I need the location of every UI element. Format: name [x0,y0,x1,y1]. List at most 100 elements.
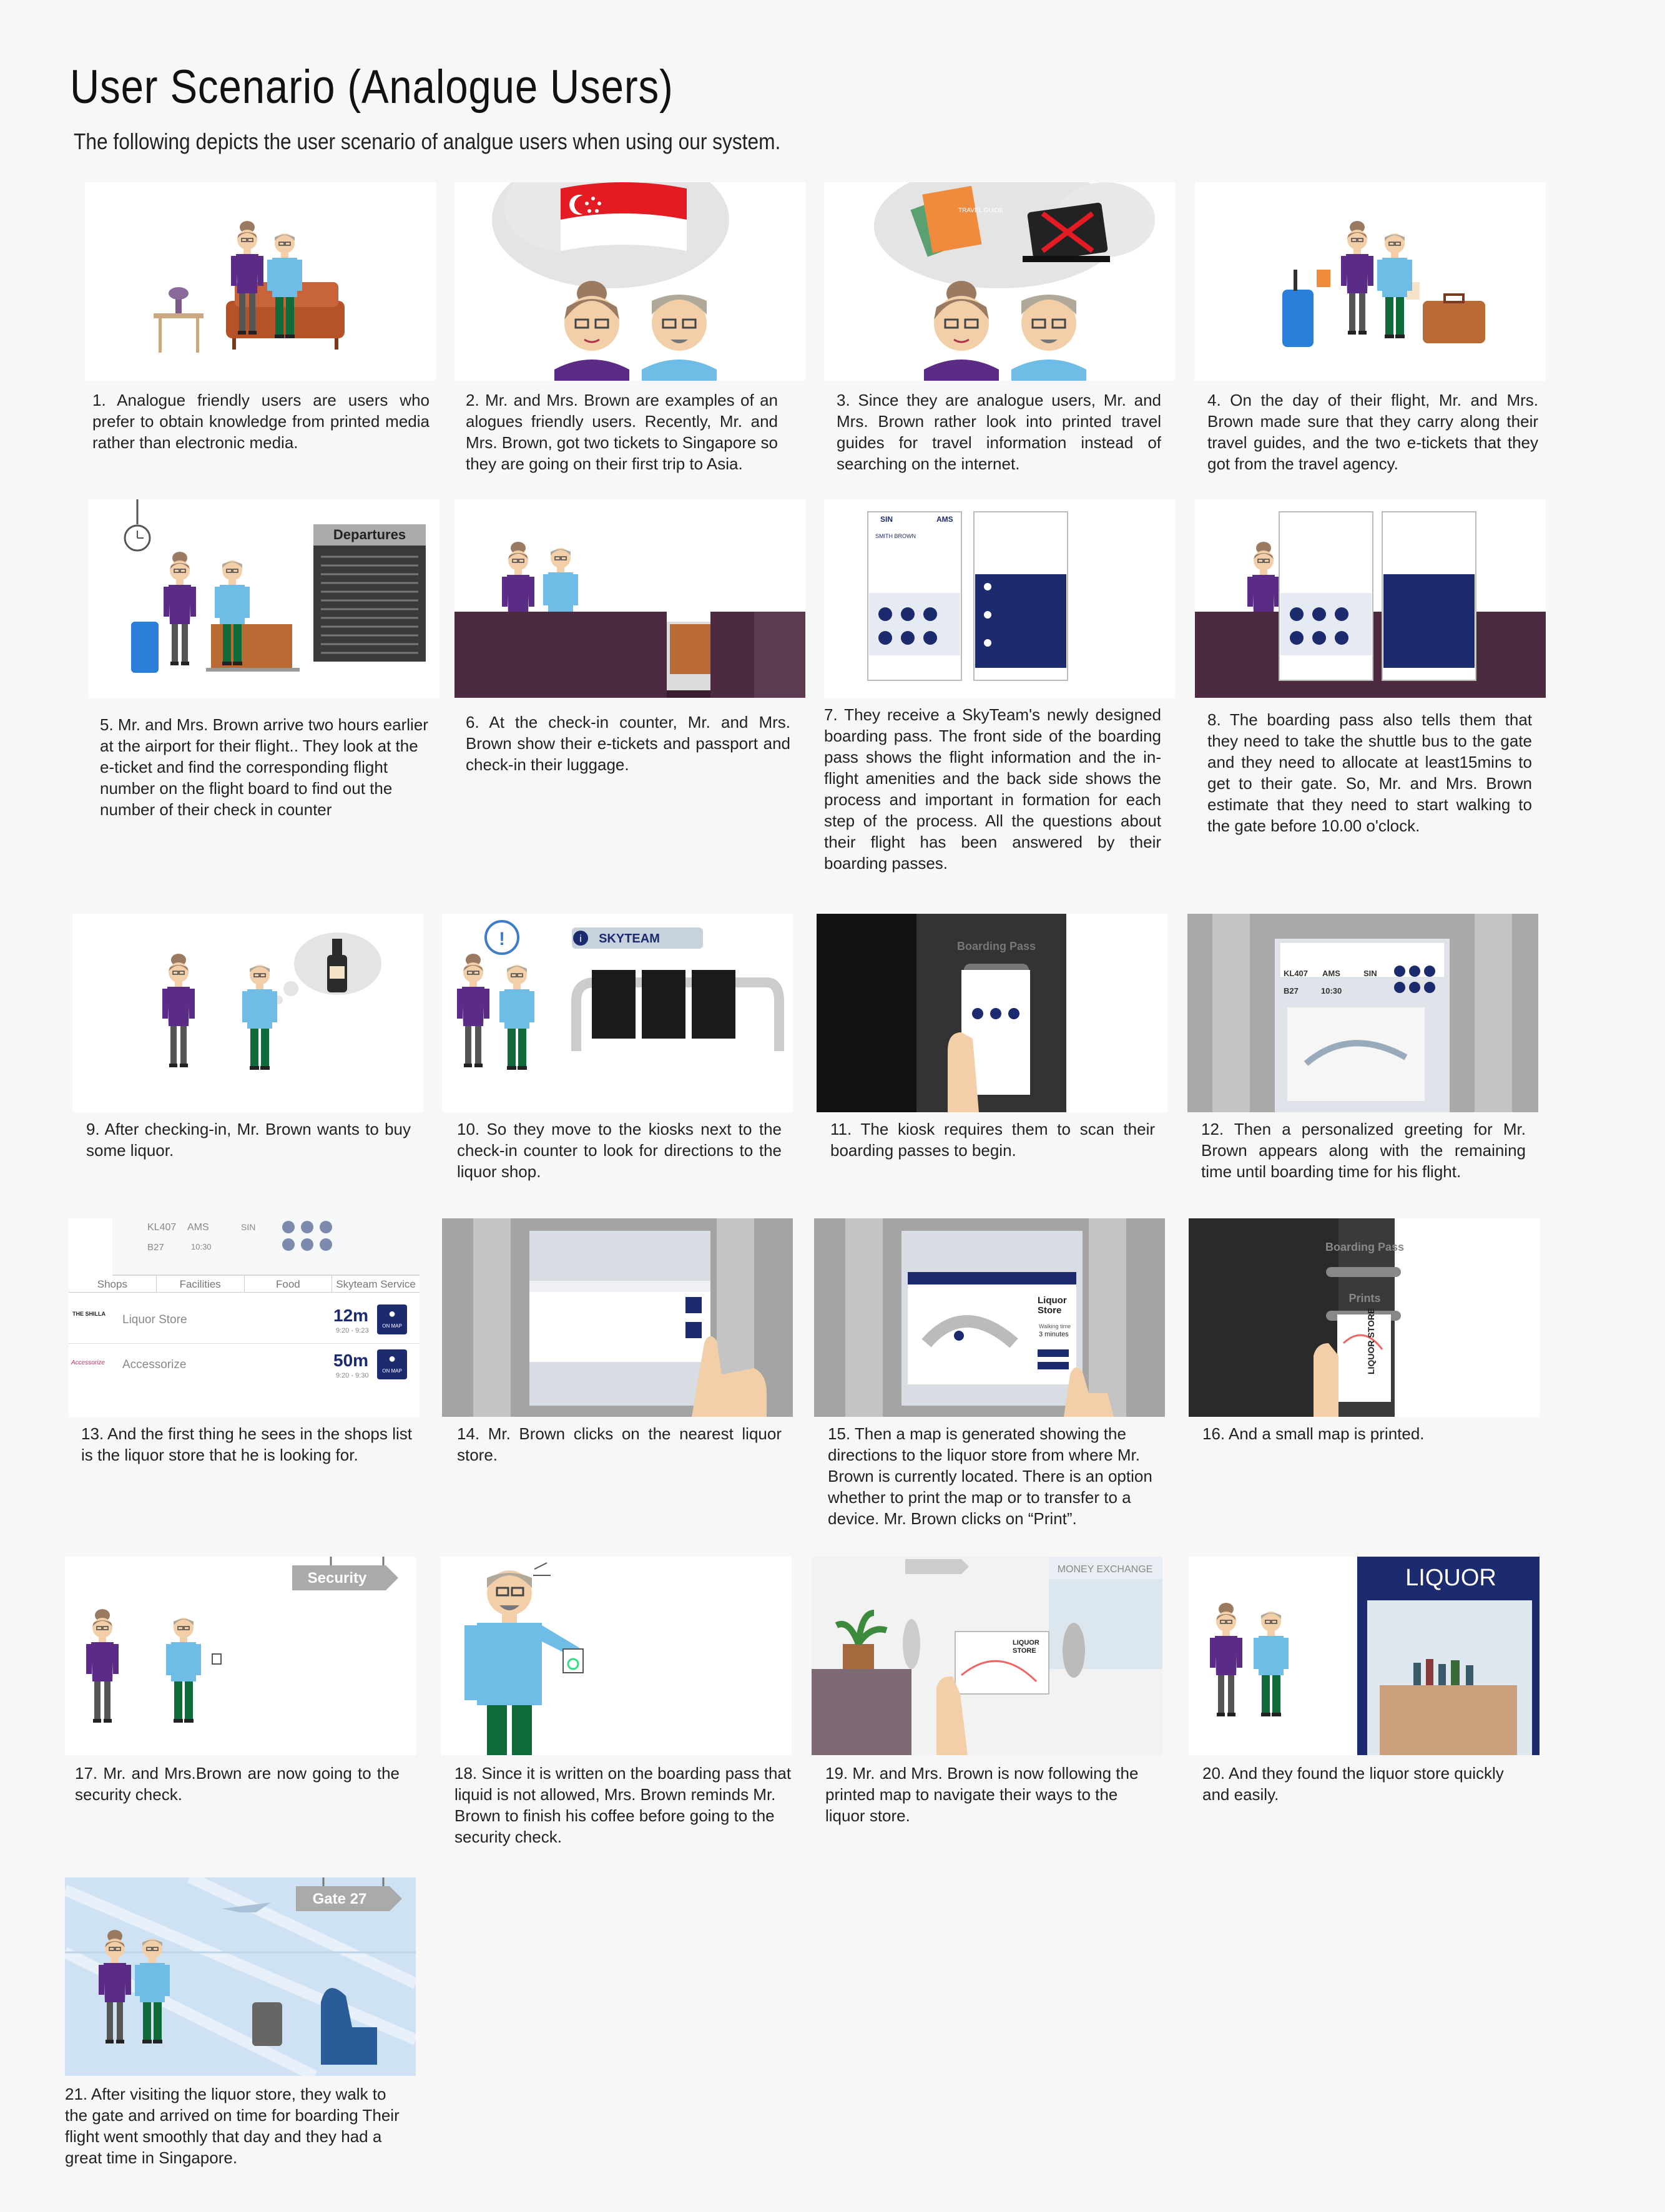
scene-20-panel: LIQUOR [1189,1557,1540,1755]
shop-row[interactable]: THE SHILLA Liquor Store 12m 9:20 - 9:23 … [69,1299,420,1344]
scene-4-caption: 4. On the day of their flight, Mr. and M… [1207,391,1538,473]
scene-21-panel: Gate 27 [65,1877,416,2076]
scene-3-panel: TRAVEL GUIDE [824,182,1175,381]
svg-text:i: i [579,934,582,944]
scene-20-caption: 20. And they found the liquor store quic… [1202,1764,1504,1804]
coffee-cup-icon [562,1648,584,1673]
shop-tabs: Shops Facilities Food Skyteam Service [69,1276,420,1293]
departures-board [313,524,426,662]
scene-13-caption: 13. And the first thing he sees in the s… [81,1424,412,1464]
scene-2-panel [454,182,805,381]
scene-10-caption: 10. So they move to the kiosks next to t… [457,1120,782,1181]
shop-row[interactable]: Accessorize Accessorize 50m 9:20 - 9:30 … [69,1343,420,1387]
suitcase-icon [252,2002,282,2046]
svg-text:!: ! [499,929,505,949]
scene-18-caption: 18. Since it is written on the boarding … [454,1764,792,1846]
scene-16-caption: 16. And a small map is printed. [1202,1424,1425,1443]
shop-hours: 9:20 - 9:23 [336,1327,369,1334]
flight-from: AMS [1322,969,1340,978]
airplane-icon [222,1902,271,1912]
scene-10-panel: ! i SKYTEAM [442,914,793,1112]
pass-from: SIN [880,515,893,524]
flight-gate: B27 [1284,986,1299,996]
checkin-counter [454,612,667,698]
scene-6-caption: 6. At the check-in counter, Mr. and Mrs.… [466,713,790,774]
map-pin-icon: ● [388,1307,396,1321]
shop-distance: 50m [333,1351,369,1370]
liquor-bottle-icon [327,939,347,992]
page-title: User Scenario (Analogue Users) [70,61,674,114]
shop-logo: Accessorize [71,1359,105,1366]
scene-6-panel [454,499,805,698]
hand-icon [692,1336,767,1417]
flight-to: SIN [241,1222,256,1232]
page-subtitle: The following depicts the user scenario … [74,129,781,154]
hand-icon [1314,1343,1338,1417]
on-map-button[interactable]: ● ON MAP [377,1349,407,1379]
security-sign-label: Security [308,1570,367,1587]
pass-name: SMITH BROWN [875,533,916,539]
flight-time: 10:30 [1321,986,1342,996]
tab-skyteam-service[interactable]: Skyteam Service [332,1276,420,1292]
on-map-button[interactable]: ● ON MAP [377,1304,407,1334]
shop-name: Liquor Store [122,1313,187,1326]
flight-number: KL407 [147,1222,177,1233]
skyteam-label: SKYTEAM [599,932,660,946]
seats-icon [321,1988,377,2065]
pass-to: AMS [936,515,953,524]
gate-sign [296,1886,402,1911]
tab-shops[interactable]: Shops [97,1278,127,1290]
liquor-sign: LIQUOR [1405,1565,1496,1591]
map-store-label: LIQUOR STORE [1013,1639,1039,1655]
hand-icon [936,1676,968,1755]
scene-16-panel: Boarding Pass Prints LIQUOR STORE [1189,1218,1540,1417]
scene-17-caption: 17. Mr. and Mrs.Brown are now going to t… [75,1764,400,1804]
scene-1-panel [85,182,436,381]
skyteam-sign [572,927,703,949]
tab-facilities[interactable]: Facilities [155,1276,244,1292]
bottles-icon [1413,1659,1473,1685]
flight-time: 10:30 [191,1242,212,1251]
scene-14-panel [442,1218,793,1417]
security-sign [292,1565,398,1590]
gate-sign-label: Gate 27 [313,1891,367,1907]
flight-to: SIN [1363,969,1377,978]
scene-12-caption: 12. Then a personalized greeting for Mr.… [1201,1120,1526,1181]
scene-15-panel: Liquor Store Walking time 3 minutes [814,1218,1165,1417]
tab-food[interactable]: Food [243,1276,332,1292]
departures-label: Departures [333,527,406,542]
printed-store-label: LIQUOR STORE [1366,1308,1376,1374]
kiosk-screen-label: Boarding Pass [957,940,1036,952]
scene-11-panel: Boarding Pass [817,914,1167,1112]
scene-8-panel [1195,499,1546,698]
scene-18-panel [441,1557,792,1755]
singapore-flag-icon [561,182,687,251]
kiosk-screen [592,970,636,1039]
hand-icon [1064,1367,1114,1417]
scene-9-panel [72,914,423,1112]
map-pin-icon [954,1331,964,1341]
scene-13-panel: KL407 AMS SIN B27 10:30 Shops Facilities… [69,1218,420,1417]
scene-5-caption: 5. Mr. and Mrs. Brown arrive two hours e… [100,715,428,819]
scene-12-panel: KL407 AMS SIN B27 10:30 [1187,914,1538,1112]
scene-7-panel: SIN AMS SMITH BROWN [824,499,1175,698]
scene-4-panel [1195,182,1546,381]
shop-logo: THE SHILLA [72,1311,106,1317]
scene-15-caption: 15. Then a map is generated showing the … [828,1424,1152,1528]
prints-label: Prints [1348,1292,1380,1304]
flight-from: AMS [187,1222,209,1233]
coffee-cup-icon [212,1653,222,1665]
scene-11-caption: 11. The kiosk requires them to scan thei… [830,1120,1155,1160]
destination-name: Liquor Store [1038,1295,1067,1316]
scene-5-panel: Departures [89,499,440,698]
kiosk-screen [692,970,735,1039]
plant-icon [835,1610,888,1646]
scene-8-caption: 8. The boarding pass also tells them tha… [1207,710,1532,835]
flight-number: KL407 [1284,969,1308,978]
kiosk-screen-label: Boarding Pass [1325,1241,1404,1253]
scene-3-caption: 3. Since they are analogue users, Mr. an… [837,391,1161,473]
hand-icon [948,1032,979,1112]
scene-21-caption: 21. After visiting the liquor store, the… [65,2085,400,2167]
map-pin-icon: ● [388,1352,396,1366]
shop-name: Accessorize [122,1358,187,1371]
